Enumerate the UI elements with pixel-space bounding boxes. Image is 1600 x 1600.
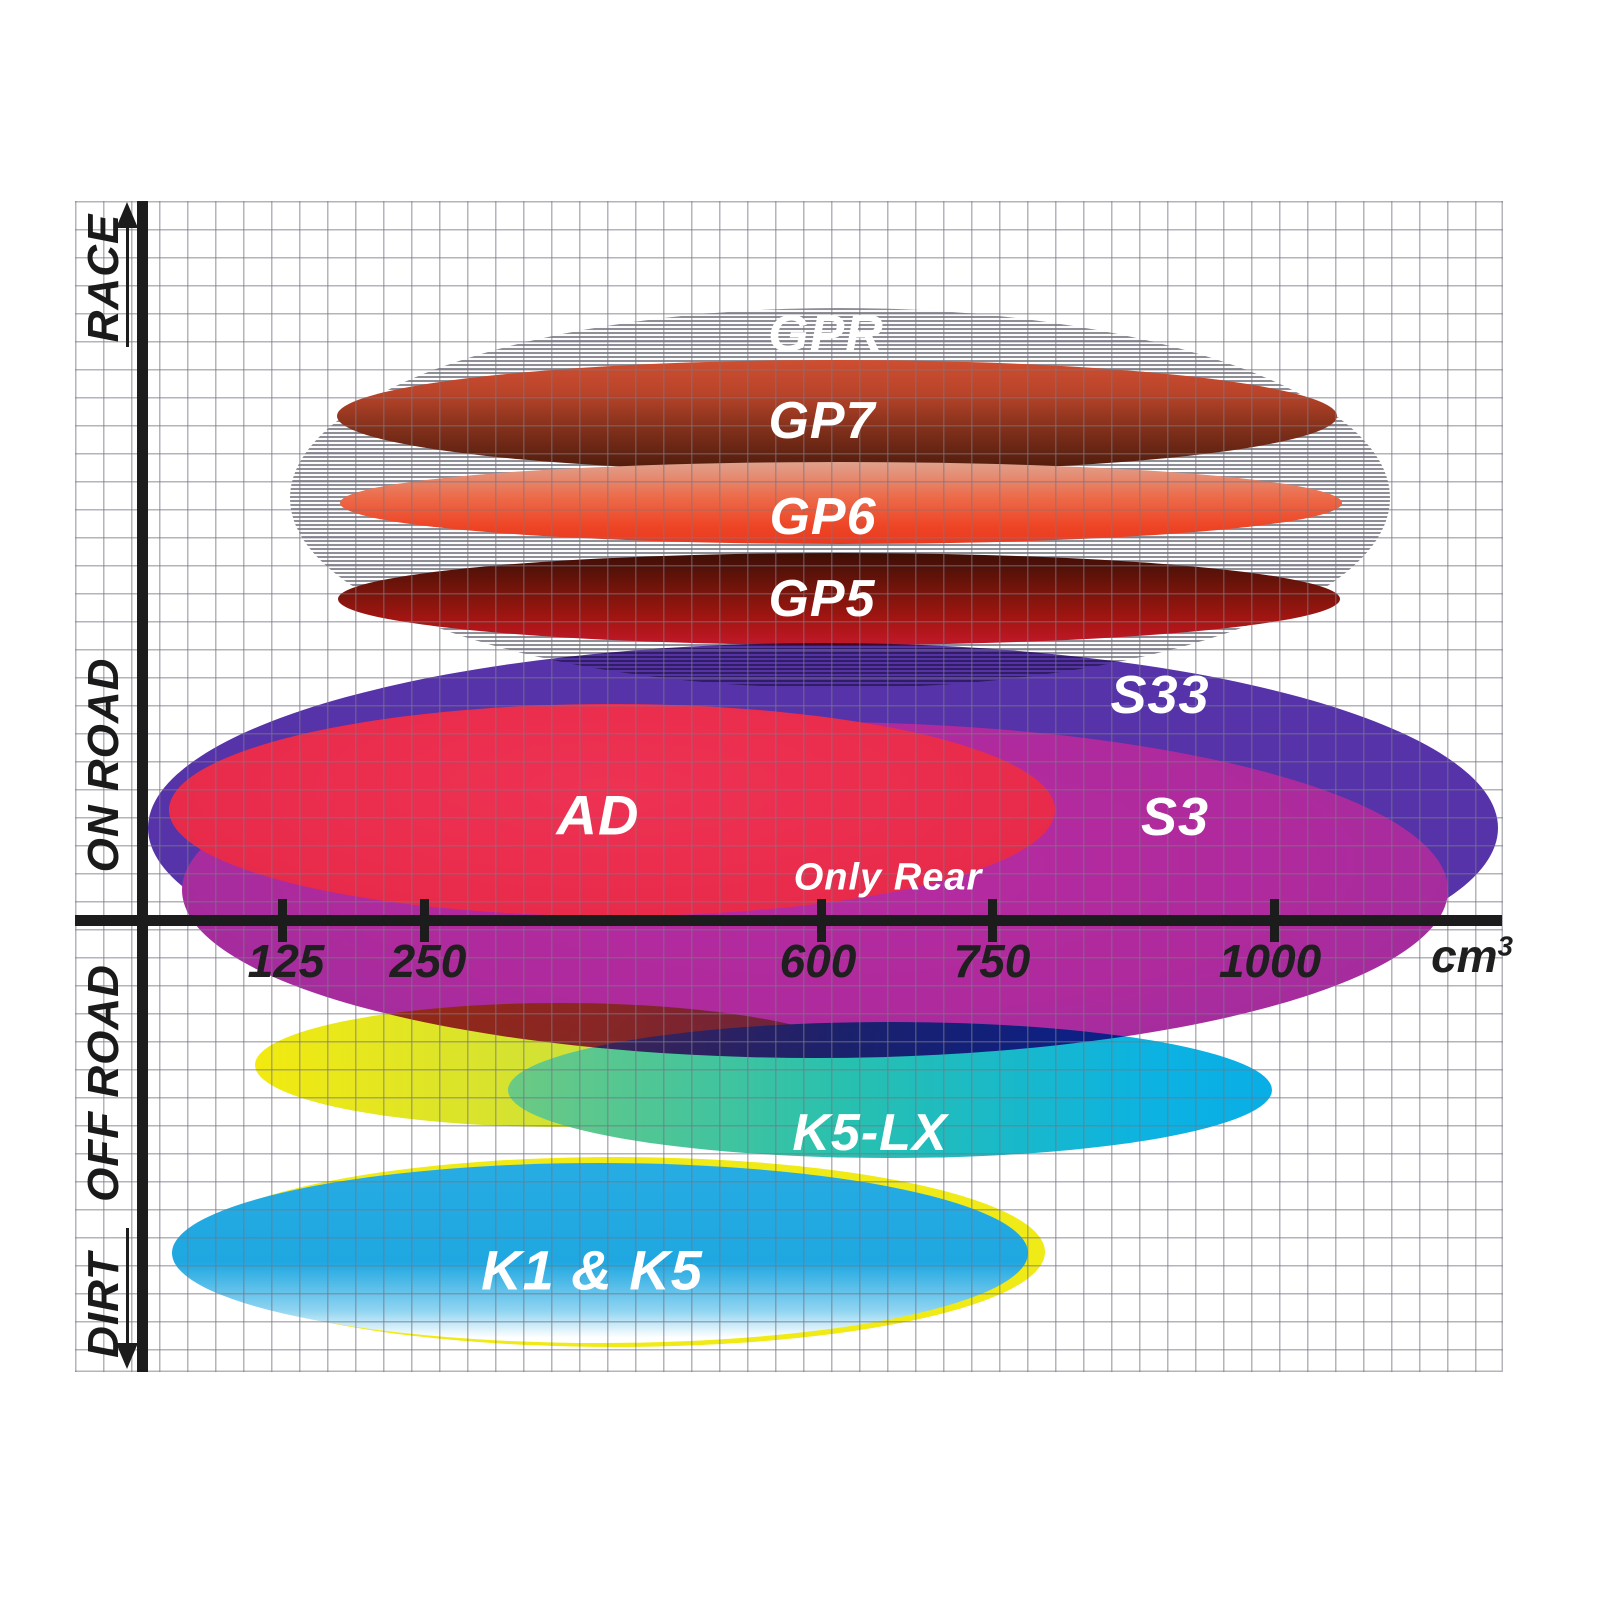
y-label-on-road: ON ROAD: [79, 657, 128, 873]
y-label-off-road: OFF ROAD: [79, 964, 128, 1202]
dirt-arrow-down-icon: [116, 1343, 138, 1369]
x-axis-unit-label: cm3: [1431, 929, 1513, 983]
region-gp7-label: GP7: [768, 392, 876, 450]
y-label-dirt: DIRT: [79, 1252, 128, 1358]
region-k1k5-label: K1 & K5: [481, 1238, 703, 1302]
race-arrow-line: [126, 226, 129, 347]
x-tick-label-600: 600: [779, 935, 857, 987]
region-gp5-label: GP5: [768, 570, 876, 628]
x-tick-label-250: 250: [389, 935, 467, 987]
x-axis-tick-1000: [1270, 899, 1279, 942]
region-gp6-label: GP6: [769, 488, 877, 546]
x-tick-label-125: 125: [247, 935, 325, 987]
region-s33-label: S33: [1110, 665, 1210, 725]
y-axis-line: [137, 201, 148, 1372]
region-ad-only-rear-note: Only Rear: [793, 856, 983, 899]
region-s3-label: S3: [1140, 787, 1210, 847]
y-label-race: RACE: [79, 213, 128, 343]
region-gpr-label: GPR: [768, 305, 884, 363]
x-axis-unit-exponent: 3: [1497, 930, 1513, 962]
region-ad-label: AD: [556, 783, 640, 847]
race-arrow-up-icon: [116, 202, 138, 228]
x-tick-label-750: 750: [953, 935, 1031, 987]
x-axis-tick-250: [420, 899, 429, 942]
region-k5lx-label: K5-LX: [792, 1104, 948, 1162]
x-axis-line: [75, 915, 1502, 926]
x-axis-unit-text: cm: [1431, 930, 1498, 982]
x-axis-tick-750: [988, 899, 997, 942]
dirt-arrow-line: [126, 1228, 129, 1345]
x-tick-label-1000: 1000: [1218, 935, 1322, 987]
x-axis-tick-600: [817, 899, 826, 942]
x-axis-tick-125: [278, 899, 287, 942]
